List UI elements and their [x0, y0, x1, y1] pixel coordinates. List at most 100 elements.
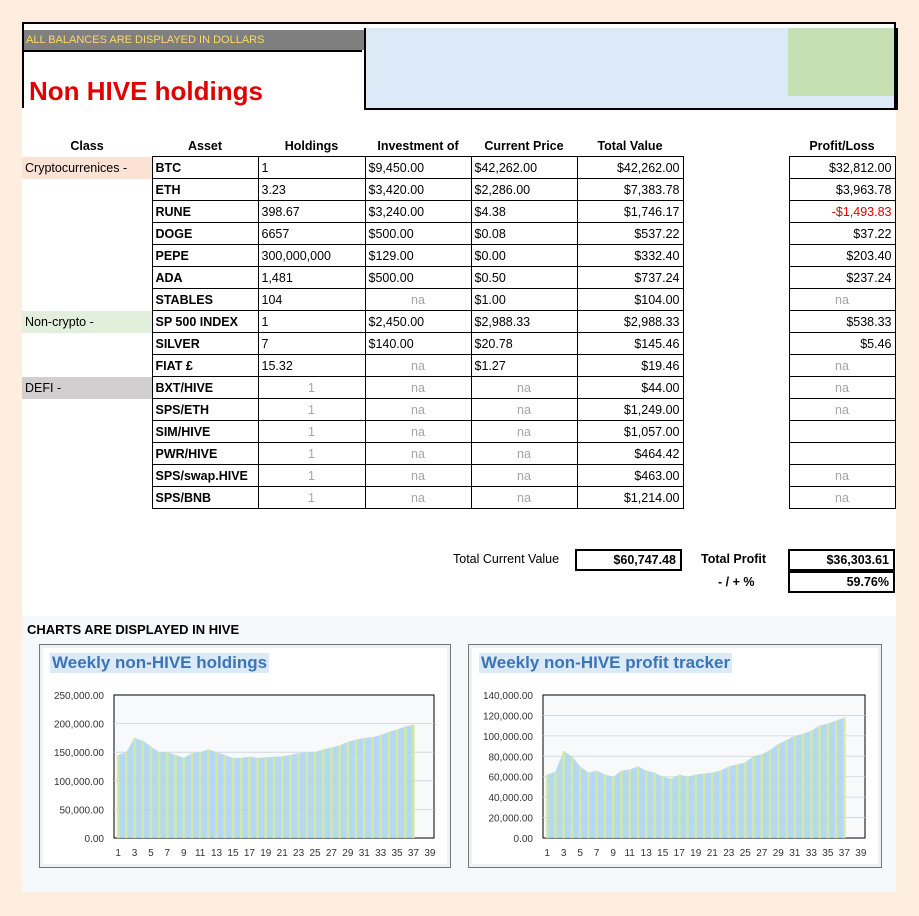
investment-cell[interactable]: $3,420.00 [364, 178, 472, 201]
profit-loss-cell[interactable]: na [788, 376, 896, 399]
class-cell[interactable] [22, 267, 152, 289]
holdings-cell[interactable]: 6657 [257, 222, 366, 245]
value-cell[interactable]: $737.24 [576, 266, 684, 289]
price-cell[interactable]: na [470, 464, 578, 487]
class-cell[interactable]: Non-crypto - [22, 310, 152, 333]
holdings-cell[interactable]: 1 [257, 486, 366, 509]
profit-loss-cell[interactable]: $5.46 [788, 332, 896, 355]
profit-loss-cell[interactable] [788, 442, 896, 465]
value-cell[interactable]: $537.22 [576, 222, 684, 245]
investment-cell[interactable]: na [364, 420, 472, 443]
total-current-value[interactable]: $60,747.48 [575, 549, 682, 571]
asset-cell[interactable]: ETH [151, 178, 259, 201]
price-cell[interactable]: na [470, 376, 578, 399]
value-cell[interactable]: $7,383.78 [576, 178, 684, 201]
class-cell[interactable] [22, 223, 152, 245]
profit-loss-cell[interactable]: $538.33 [788, 310, 896, 333]
holdings-cell[interactable]: 398.67 [257, 200, 366, 223]
total-profit[interactable]: $36,303.61 [788, 549, 895, 571]
value-cell[interactable]: $19.46 [576, 354, 684, 377]
holdings-cell[interactable]: 300,000,000 [257, 244, 366, 267]
asset-cell[interactable]: PWR/HIVE [151, 442, 259, 465]
class-cell[interactable] [22, 443, 152, 465]
holdings-cell[interactable]: 1 [257, 420, 366, 443]
value-cell[interactable]: $104.00 [576, 288, 684, 311]
price-cell[interactable]: $2,988.33 [470, 310, 578, 333]
asset-cell[interactable]: SPS/ETH [151, 398, 259, 421]
class-cell[interactable] [22, 333, 152, 355]
profit-loss-cell[interactable]: $3,963.78 [788, 178, 896, 201]
profit-percent[interactable]: 59.76% [788, 571, 895, 593]
asset-cell[interactable]: FIAT £ [151, 354, 259, 377]
holdings-cell[interactable]: 104 [257, 288, 366, 311]
holdings-cell[interactable]: 1 [257, 310, 366, 333]
investment-cell[interactable]: na [364, 376, 472, 399]
profit-loss-cell[interactable]: na [788, 486, 896, 509]
value-cell[interactable]: $332.40 [576, 244, 684, 267]
asset-cell[interactable]: ADA [151, 266, 259, 289]
investment-cell[interactable]: $129.00 [364, 244, 472, 267]
price-cell[interactable]: $1.27 [470, 354, 578, 377]
holdings-cell[interactable]: 15.32 [257, 354, 366, 377]
profit-loss-cell[interactable]: $32,812.00 [788, 156, 896, 179]
price-cell[interactable]: $4.38 [470, 200, 578, 223]
asset-cell[interactable]: SILVER [151, 332, 259, 355]
class-cell[interactable] [22, 421, 152, 443]
profit-loss-cell[interactable] [788, 420, 896, 443]
asset-cell[interactable]: BXT/HIVE [151, 376, 259, 399]
investment-cell[interactable]: $500.00 [364, 222, 472, 245]
class-cell[interactable] [22, 355, 152, 377]
price-cell[interactable]: na [470, 442, 578, 465]
price-cell[interactable]: $2,286.00 [470, 178, 578, 201]
asset-cell[interactable]: SIM/HIVE [151, 420, 259, 443]
value-cell[interactable]: $1,057.00 [576, 420, 684, 443]
value-cell[interactable]: $1,746.17 [576, 200, 684, 223]
asset-cell[interactable]: PEPE [151, 244, 259, 267]
asset-cell[interactable]: SPS/swap.HIVE [151, 464, 259, 487]
investment-cell[interactable]: na [364, 486, 472, 509]
holdings-cell[interactable]: 1,481 [257, 266, 366, 289]
class-cell[interactable] [22, 465, 152, 487]
investment-cell[interactable]: na [364, 398, 472, 421]
holdings-cell[interactable]: 1 [257, 156, 366, 179]
investment-cell[interactable]: na [364, 442, 472, 465]
investment-cell[interactable]: na [364, 464, 472, 487]
profit-loss-cell[interactable]: -$1,493.83 [788, 200, 896, 223]
price-cell[interactable]: $20.78 [470, 332, 578, 355]
investment-cell[interactable]: $140.00 [364, 332, 472, 355]
value-cell[interactable]: $42,262.00 [576, 156, 684, 179]
investment-cell[interactable]: $500.00 [364, 266, 472, 289]
profit-loss-cell[interactable]: na [788, 464, 896, 487]
class-cell[interactable]: Cryptocurrenices - [22, 156, 152, 179]
class-cell[interactable] [22, 487, 152, 509]
value-cell[interactable]: $2,988.33 [576, 310, 684, 333]
investment-cell[interactable]: $3,240.00 [364, 200, 472, 223]
asset-cell[interactable]: STABLES [151, 288, 259, 311]
investment-cell[interactable]: na [364, 288, 472, 311]
class-cell[interactable] [22, 201, 152, 223]
asset-cell[interactable]: RUNE [151, 200, 259, 223]
holdings-cell[interactable]: 1 [257, 442, 366, 465]
price-cell[interactable]: na [470, 420, 578, 443]
holdings-cell[interactable]: 7 [257, 332, 366, 355]
value-cell[interactable]: $145.46 [576, 332, 684, 355]
profit-chart[interactable]: Weekly non-HIVE profit tracker 0.00 20,00… [468, 644, 882, 868]
price-cell[interactable]: na [470, 486, 578, 509]
class-cell[interactable] [22, 245, 152, 267]
profit-loss-cell[interactable]: $237.24 [788, 266, 896, 289]
holdings-cell[interactable]: 3.23 [257, 178, 366, 201]
investment-cell[interactable]: $9,450.00 [364, 156, 472, 179]
profit-loss-cell[interactable]: na [788, 398, 896, 421]
holdings-cell[interactable]: 1 [257, 398, 366, 421]
value-cell[interactable]: $464.42 [576, 442, 684, 465]
price-cell[interactable]: $0.08 [470, 222, 578, 245]
holdings-cell[interactable]: 1 [257, 464, 366, 487]
value-cell[interactable]: $44.00 [576, 376, 684, 399]
profit-loss-cell[interactable]: na [788, 288, 896, 311]
class-cell[interactable] [22, 289, 152, 311]
class-cell[interactable] [22, 179, 152, 201]
profit-loss-cell[interactable]: $203.40 [788, 244, 896, 267]
class-cell[interactable] [22, 399, 152, 421]
price-cell[interactable]: $0.00 [470, 244, 578, 267]
price-cell[interactable]: $1.00 [470, 288, 578, 311]
